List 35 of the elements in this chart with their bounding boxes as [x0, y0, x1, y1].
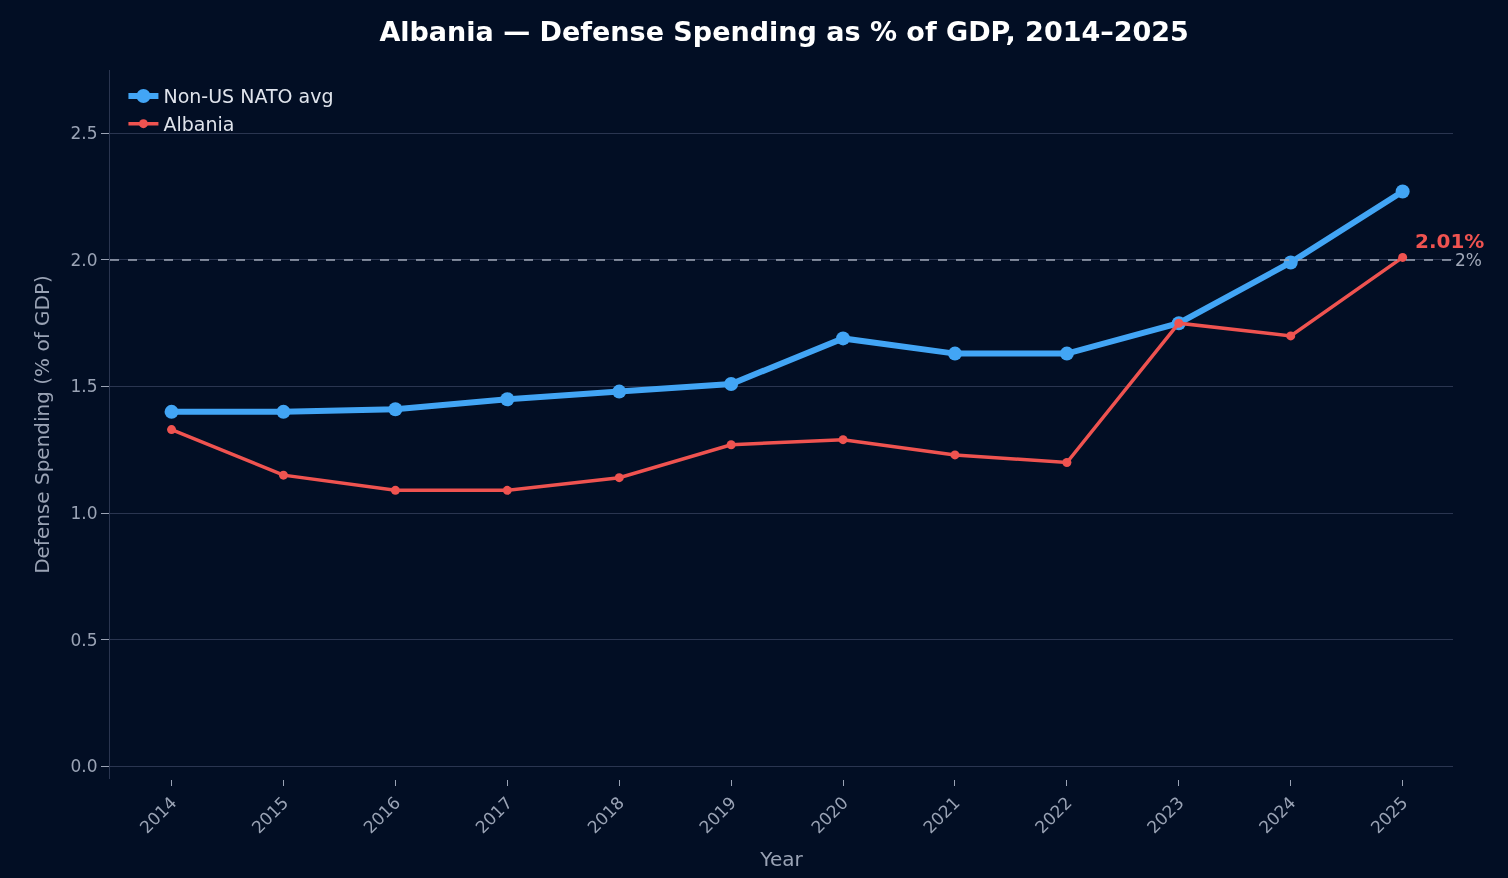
- point: [1283, 255, 1298, 270]
- point: [836, 331, 851, 346]
- point: [614, 473, 624, 483]
- y-tick-label: 0.5: [70, 629, 98, 650]
- point: [388, 402, 403, 417]
- point: [1059, 346, 1074, 361]
- point: [947, 346, 962, 361]
- point: [724, 376, 739, 391]
- point: [1395, 184, 1410, 199]
- y-tick-label: 2.5: [70, 123, 98, 144]
- ref-line-label: 2%: [1455, 250, 1482, 270]
- y-tick-label: 0.0: [70, 756, 98, 777]
- point: [390, 485, 400, 495]
- chart-title: Albania — Defense Spending as % of GDP, 2014–2025: [379, 15, 1189, 47]
- point: [1286, 331, 1296, 341]
- point: [167, 425, 177, 435]
- point: [1398, 252, 1408, 262]
- point: [726, 440, 736, 450]
- point: [1062, 457, 1072, 467]
- point: [612, 384, 627, 399]
- point: [500, 392, 515, 407]
- annotation: 2.01%: [1415, 229, 1485, 253]
- y-tick-label: 2.0: [70, 249, 98, 270]
- point: [838, 435, 848, 445]
- point: [164, 404, 179, 419]
- y-tick-label: 1.0: [70, 503, 98, 524]
- legend-label: Albania: [163, 113, 235, 136]
- point: [950, 450, 960, 460]
- y-axis-title: Defense Spending (% of GDP): [30, 275, 55, 574]
- point: [276, 404, 291, 419]
- y-tick-label: 1.5: [70, 376, 98, 397]
- legend-label: Non-US NATO avg: [163, 85, 334, 108]
- point: [278, 470, 288, 480]
- x-axis-title: Year: [759, 846, 804, 871]
- point: [502, 485, 512, 495]
